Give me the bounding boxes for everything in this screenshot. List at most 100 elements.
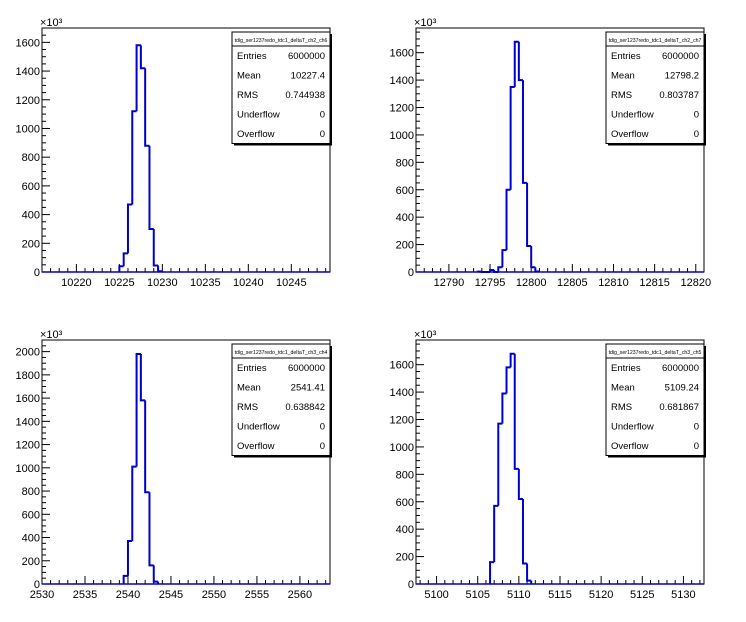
histogram-bin	[513, 353, 519, 470]
histogram-panel-ch3-ch5: 5100 5105 5110 5115 5120 5125 5130 0 200 400 600 80…	[390, 329, 706, 601]
stats-box	[231, 343, 331, 456]
histogram-bin-edge	[530, 245, 541, 273]
x-tick-label: 5120	[589, 589, 613, 601]
x-tick-label: 2545	[159, 589, 183, 601]
stats-value: 0	[320, 110, 325, 121]
y-tick-label: 800	[396, 157, 414, 169]
y-tick-label: 600	[396, 185, 414, 197]
histogram-bin	[489, 268, 495, 272]
stats-value: 0.803787	[659, 90, 699, 101]
histogram-bin	[497, 422, 503, 506]
y-tick-label: 1200	[16, 440, 40, 452]
histogram-bin	[489, 561, 495, 584]
y-tick-label: 1400	[16, 66, 40, 78]
stats-label: Overflow	[237, 129, 275, 140]
histogram-bin	[521, 80, 528, 184]
stats-value: 0	[694, 129, 699, 140]
histogram-bin	[118, 265, 124, 272]
histogram-bin	[157, 265, 163, 273]
y-tick-label: 400	[22, 533, 40, 545]
y-tick-label: 200	[22, 238, 40, 250]
stats-value: 0	[694, 441, 699, 452]
x-tick-label: 10235	[190, 277, 221, 289]
stats-value: 0	[320, 129, 325, 140]
histogram-bin	[148, 492, 154, 567]
stats-value: 0	[320, 422, 325, 433]
y-exponent-label: ×10³	[414, 17, 437, 29]
x-tick-label: 5130	[671, 589, 695, 601]
x-tick-label: 5115	[548, 589, 572, 601]
histogram-bin	[139, 353, 146, 402]
histogram-bin	[152, 565, 159, 583]
stats-box	[605, 343, 705, 456]
y-tick-label: 1600	[390, 48, 414, 60]
x-tick-label: 12810	[598, 277, 629, 289]
x-tick-label: 2550	[202, 589, 226, 601]
stats-label: Overflow	[611, 129, 649, 140]
histogram-bin	[497, 266, 503, 272]
x-tick-label: 2560	[288, 589, 312, 601]
x-tick-label: 10240	[233, 277, 264, 289]
x-tick-label: 2540	[116, 589, 140, 601]
y-tick-label: 1600	[390, 360, 414, 372]
histogram-panel-ch2-ch6: 10220 10225 10230 10235 10240 10245 0 200 400 600…	[16, 17, 332, 289]
y-tick-label: 1400	[16, 416, 40, 428]
stats-label: Mean	[611, 383, 635, 394]
histogram-bin	[131, 465, 137, 542]
histogram-panel-ch2-ch7: 12790 12795 12800 12805 12810 12815 12820 0 200 4…	[390, 17, 712, 289]
x-tick-label: 10225	[104, 277, 135, 289]
stats-label: Mean	[237, 383, 261, 394]
histogram-bin	[148, 145, 154, 230]
y-tick-label: 1200	[390, 415, 414, 427]
x-tick-label: 12805	[557, 277, 588, 289]
histogram-bin	[493, 269, 499, 273]
histogram-bin	[517, 468, 523, 501]
stats-value: 12798.2	[665, 71, 699, 82]
histogram-bin	[505, 366, 511, 394]
stats-label: RMS	[611, 90, 632, 101]
x-tick-label: 10220	[61, 277, 92, 289]
stats-label: Overflow	[611, 441, 649, 452]
stats-value: 0.638842	[285, 402, 325, 413]
stats-label: RMS	[237, 90, 258, 101]
y-tick-label: 600	[22, 181, 40, 193]
histogram-bin	[152, 228, 159, 267]
histogram-bin	[505, 188, 511, 251]
x-tick-label: 2530	[30, 589, 54, 601]
y-tick-label: 1600	[16, 393, 40, 405]
y-tick-label: 1400	[390, 75, 414, 87]
stats-label: Underflow	[611, 422, 654, 433]
y-exponent-label: ×10³	[40, 17, 63, 29]
stats-title: tdig_ser1237redo_tdc1_deltaT_ch2_ch7	[609, 38, 702, 44]
y-tick-label: 1000	[390, 130, 414, 142]
stats-label: RMS	[237, 402, 258, 413]
y-tick-label: 0	[34, 267, 40, 279]
x-tick-label: 10230	[147, 277, 178, 289]
x-tick-label: 12795	[475, 277, 506, 289]
y-tick-label: 200	[22, 556, 40, 568]
stats-label: Entries	[611, 51, 641, 62]
histogram-bin	[135, 352, 141, 467]
stats-title: tdig_ser1237redo_tdc1_deltaT_ch3_ch5	[609, 350, 702, 356]
stats-label: Mean	[611, 71, 635, 82]
histogram-bin	[135, 44, 141, 112]
histogram-bin	[513, 40, 519, 87]
histogram-bin	[122, 252, 128, 267]
stats-box	[605, 31, 705, 144]
histogram-bin	[501, 392, 507, 424]
y-tick-label: 600	[396, 497, 414, 509]
y-tick-label: 1000	[390, 442, 414, 454]
x-tick-label: 5100	[424, 589, 448, 601]
x-tick-label: 10245	[276, 277, 307, 289]
histogram-panel-ch3-ch4: 2530 2535 2540 2545 2550 2555 2560 0 200 400 600 80…	[16, 329, 332, 601]
y-tick-label: 400	[22, 210, 40, 222]
stats-title: tdig_ser1237redo_tdc1_deltaT_ch3_ch4	[235, 350, 328, 356]
stats-label: Underflow	[237, 422, 280, 433]
histogram-bin	[509, 352, 515, 368]
stats-label: Entries	[611, 363, 641, 374]
y-tick-label: 2000	[16, 347, 40, 359]
y-tick-label: 200	[396, 240, 414, 252]
stats-label: Entries	[237, 51, 267, 62]
stats-value: 0	[320, 441, 325, 452]
stats-value: 0	[694, 422, 699, 433]
